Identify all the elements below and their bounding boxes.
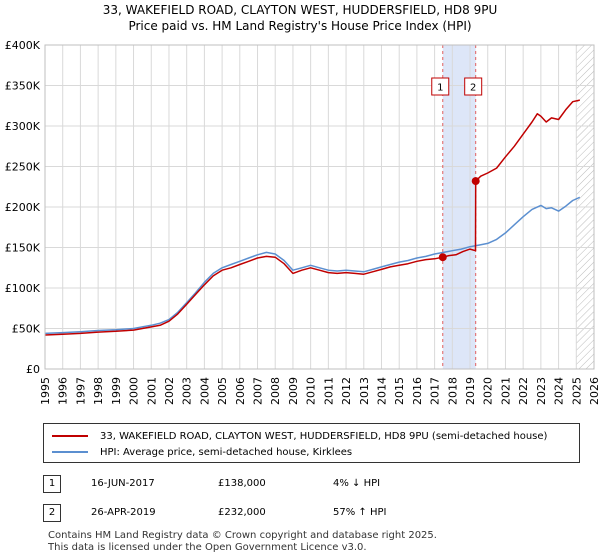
transaction-number: 1 [43,475,61,493]
x-tick-label: 1996 [57,377,70,405]
x-tick-label: 1997 [74,377,87,405]
x-tick-label: 2003 [181,377,194,405]
transaction-date: 26-APR-2019 [91,507,156,518]
marker-label: 2 [470,83,476,94]
series-line-property [44,99,580,336]
x-tick-label: 1998 [92,377,105,405]
x-tick-label: 2008 [269,377,282,405]
x-tick-label: 2016 [411,377,424,405]
x-tick-label: 2010 [305,377,318,405]
marker-label-box [464,77,483,96]
x-tick-label: 2018 [446,377,459,405]
x-tick-label: 1995 [39,377,52,405]
x-tick-label: 2017 [429,377,442,405]
marker-label-box [431,77,450,96]
marker-label: 1 [437,83,443,94]
x-tick-label: 2015 [393,377,406,405]
transaction-number: 2 [43,504,61,522]
x-tick-label: 2024 [553,377,566,405]
x-tick-label: 2020 [482,377,495,405]
legend-entry-hpi: HPI: Average price, semi-detached house,… [52,445,352,459]
x-tick-label: 2013 [358,377,371,405]
transaction-row: 1 16-JUN-2017 £138,000 4% ↓ HPI [43,475,583,495]
transaction-row: 2 26-APR-2019 £232,000 57% ↑ HPI [43,504,583,524]
chart-subtitle: Price paid vs. HM Land Registry's House … [128,19,472,33]
x-tick-label: 2006 [234,377,247,405]
sale-point [471,177,480,186]
chart-legend: 33, WAKEFIELD ROAD, CLAYTON WEST, HUDDER… [43,423,580,463]
x-tick-label: 2019 [464,377,477,405]
x-tick-label: 2022 [517,377,530,405]
x-tick-label: 2021 [499,377,512,405]
y-tick-label: £0 [26,363,40,376]
transaction-hpi: 57% ↑ HPI [333,507,387,518]
footer-license: This data is licensed under the Open Gov… [48,542,367,553]
x-tick-label: 1999 [110,377,123,405]
y-tick-label: £350K [5,80,41,93]
legend-label-hpi: HPI: Average price, semi-detached house,… [100,446,353,458]
transaction-price: £138,000 [218,478,266,489]
legend-entry-property: 33, WAKEFIELD ROAD, CLAYTON WEST, HUDDER… [52,429,547,443]
x-tick-label: 2023 [535,377,548,405]
price-chart: £0 £50K £100K £150K £200K £250K £300K £350K £400… [5,39,600,405]
legend-swatch-property [52,435,88,437]
transaction-hpi: 4% ↓ HPI [333,478,381,489]
footer-copyright: Contains HM Land Registry data © Crown c… [48,530,437,541]
x-tick-label: 2001 [145,377,158,405]
sale-point [438,253,447,262]
y-tick-label: £300K [5,120,41,133]
y-tick-label: £150K [5,242,41,255]
x-tick-label: 2007 [252,377,265,405]
legend-label-property: 33, WAKEFIELD ROAD, CLAYTON WEST, HUDDER… [100,430,548,442]
chart-title: 33, WAKEFIELD ROAD, CLAYTON WEST, HUDDER… [102,3,498,17]
y-tick-label: £200K [5,201,41,214]
x-tick-label: 2009 [287,377,300,405]
transaction-price: £232,000 [218,507,266,518]
x-tick-label: 2012 [340,377,353,405]
x-tick-label: 2011 [322,377,335,405]
x-tick-label: 2005 [216,377,229,405]
series-line-hpi [44,196,581,335]
x-tick-label: 2000 [128,377,141,405]
y-tick-label: £250K [5,161,41,174]
y-tick-label: £50K [12,323,41,336]
x-tick-label: 2026 [588,377,600,405]
y-tick-label: £400K [5,39,41,52]
legend-swatch-hpi [52,451,88,453]
x-tick-label: 2014 [375,377,388,405]
x-tick-label: 2004 [198,377,211,405]
x-tick-label: 2002 [163,377,176,405]
plot-border [44,44,595,370]
y-tick-label: £100K [5,282,41,295]
transaction-date: 16-JUN-2017 [91,478,155,489]
x-tick-label: 2025 [570,377,583,405]
